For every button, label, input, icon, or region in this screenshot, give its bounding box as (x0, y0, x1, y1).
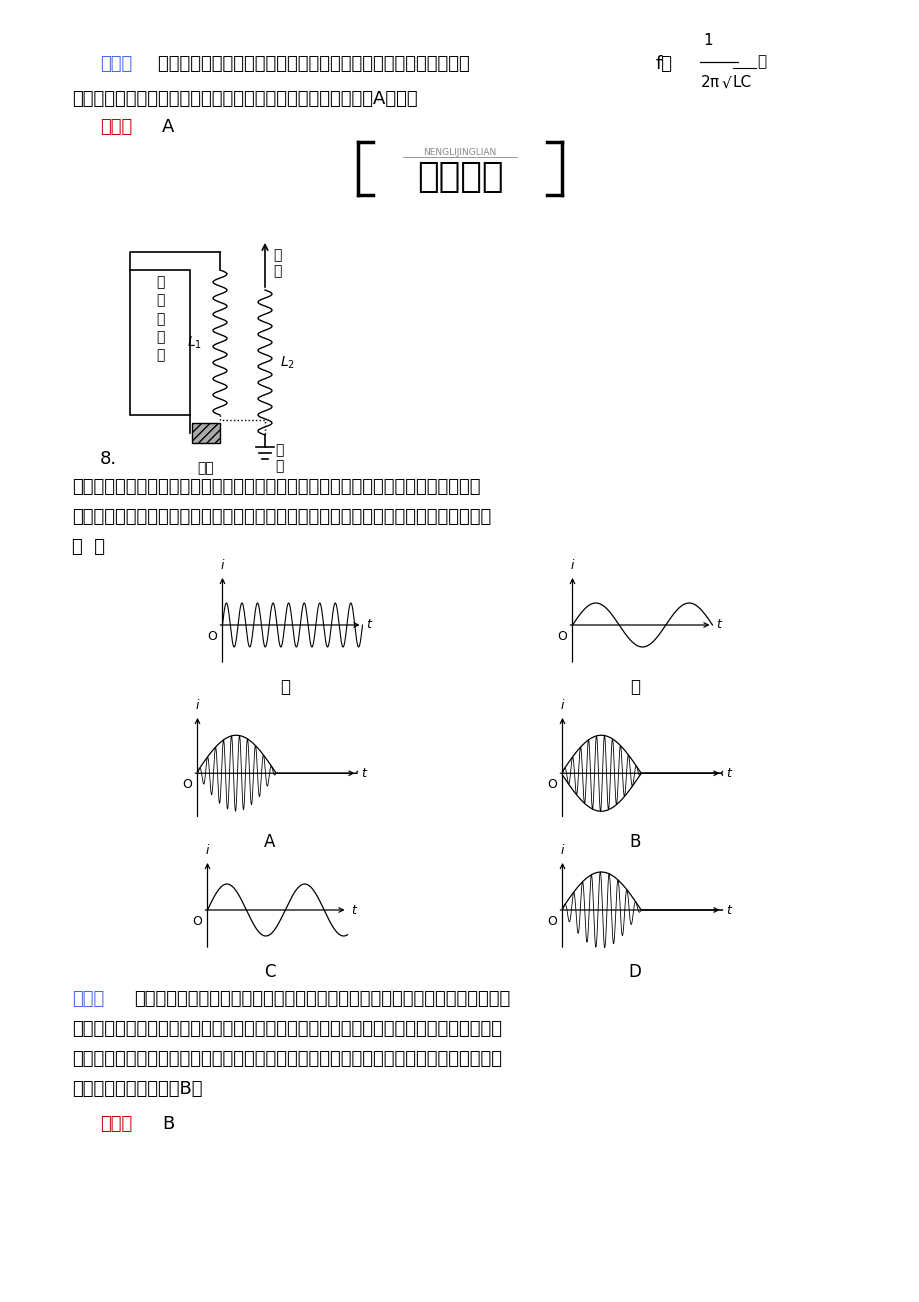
Text: 筒说话产生低频振荡如图乙所示，根据以下图象，发射出去的电磁波图象就是图中哪一个: 筒说话产生低频振荡如图乙所示，根据以下图象，发射出去的电磁波图象就是图中哪一个 (72, 508, 491, 526)
Text: i: i (206, 844, 209, 857)
Text: i: i (221, 559, 224, 572)
Text: t: t (716, 618, 720, 631)
Text: $L_1$: $L_1$ (187, 335, 202, 350)
Text: O: O (183, 779, 192, 792)
Text: O: O (192, 915, 202, 928)
Text: f＝: f＝ (655, 55, 673, 73)
Text: O: O (557, 630, 567, 643)
Text: 1: 1 (702, 33, 712, 48)
Text: $L_2$: $L_2$ (279, 354, 295, 371)
Text: 地
线: 地 线 (275, 443, 283, 473)
Text: t: t (361, 767, 366, 780)
Text: C: C (264, 963, 276, 980)
Text: 天
线: 天 线 (273, 247, 281, 279)
Text: 高
频
振
荡
器: 高 频 振 荡 器 (155, 275, 164, 362)
Text: 能力精练: 能力精练 (416, 160, 503, 194)
Text: 无法接收较低频率电台发出的信号是由于调谐电路频率较高，根据: 无法接收较低频率电台发出的信号是由于调谐电路频率较高，根据 (158, 55, 475, 73)
Text: O: O (547, 915, 557, 928)
Text: LC: LC (732, 76, 752, 90)
Text: 号而变化，振荡电流的振幅也就随着声音信号而变化，这就是调制。它不但影响了正半周，: 号而变化，振荡电流的振幅也就随着声音信号而变化，这就是调制。它不但影响了正半周， (72, 1049, 502, 1068)
Text: （  ）: （ ） (72, 538, 105, 556)
Text: A: A (162, 118, 175, 135)
Text: 答案：: 答案： (100, 1115, 132, 1133)
Text: 话筒: 话筒 (198, 461, 214, 475)
Text: i: i (561, 844, 563, 857)
Text: 振荡器产生高频等幅振荡，话筒结构是里边有碳膜电阻，它的阻值随压力变化而: 振荡器产生高频等幅振荡，话筒结构是里边有碳膜电阻，它的阻值随压力变化而 (134, 990, 510, 1008)
Text: 甲: 甲 (279, 678, 289, 697)
Text: D: D (628, 963, 641, 980)
Text: O: O (547, 779, 557, 792)
Text: B: B (629, 833, 640, 852)
Text: 2: 2 (700, 76, 709, 90)
Text: NENGLIJINGLIAN: NENGLIJINGLIAN (423, 148, 496, 158)
Text: t: t (726, 904, 731, 917)
Text: ，: ， (756, 55, 766, 69)
Bar (130, 270, 190, 415)
Text: t: t (366, 618, 371, 631)
Text: 乙: 乙 (630, 678, 640, 697)
Text: 可采用的办法有增大线圈自感系数，或增大电容器的电容，选项A正确。: 可采用的办法有增大线圈自感系数，或增大电容器的电容，选项A正确。 (72, 90, 417, 108)
Text: t: t (726, 767, 731, 780)
Text: π: π (709, 76, 719, 90)
Text: t: t (351, 904, 356, 917)
Text: i: i (570, 559, 573, 572)
Bar (192, 423, 220, 443)
Text: 8.: 8. (100, 450, 117, 467)
Text: √: √ (721, 76, 731, 90)
Text: i: i (561, 699, 563, 712)
Text: 也影响了负半周，故选B。: 也影响了负半周，故选B。 (72, 1079, 202, 1098)
Text: 解析：: 解析： (100, 55, 132, 73)
Text: 实际发射无线电波如图所示，高频振荡器产生高频等幅振荡电流如图甲所示，人对着话: 实际发射无线电波如图所示，高频振荡器产生高频等幅振荡电流如图甲所示，人对着话 (72, 478, 480, 496)
Text: A: A (264, 833, 276, 852)
Text: O: O (208, 630, 217, 643)
Text: 变化。当我们对着它说话时，空气对它的压力随着声音而变化，那么它的电阻也就随声音信: 变化。当我们对着它说话时，空气对它的压力随着声音而变化，那么它的电阻也就随声音信 (72, 1019, 502, 1038)
Text: i: i (196, 699, 199, 712)
Text: 解析：: 解析： (72, 990, 104, 1008)
Text: 答案：: 答案： (100, 118, 132, 135)
Text: B: B (162, 1115, 174, 1133)
